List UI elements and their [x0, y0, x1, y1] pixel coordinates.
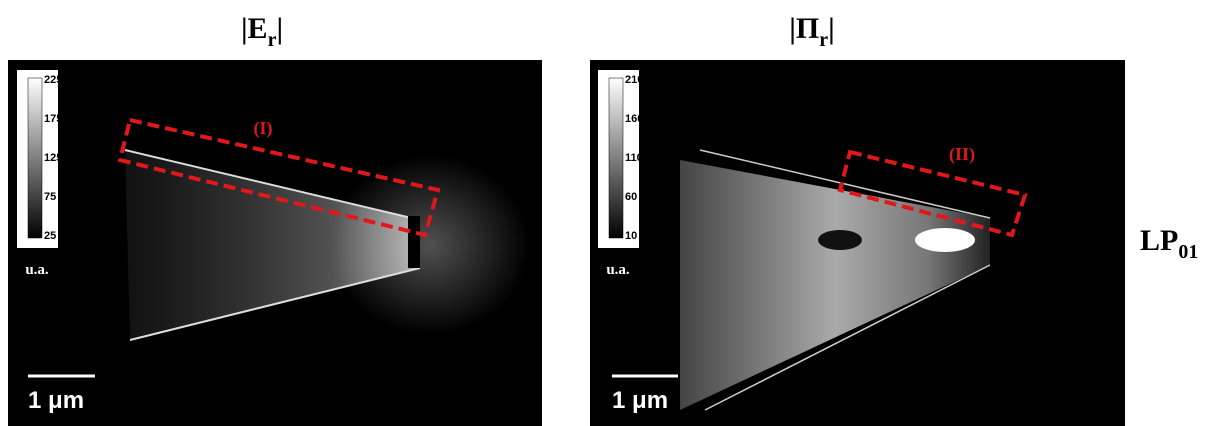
panel-title: |Πr|	[789, 12, 834, 51]
scale-label: 1 μm	[28, 387, 84, 414]
field-wedge	[125, 150, 420, 340]
subscript: 01	[1178, 241, 1198, 263]
fiber-edge	[124, 149, 421, 221]
mode-label: LP01	[1140, 224, 1198, 263]
colorbar-tick-label: 125	[44, 152, 62, 164]
region-box	[117, 117, 441, 238]
fiber-tip	[408, 216, 420, 268]
unit-label: u.a.	[606, 262, 630, 278]
colorbar-tick-label: 175	[44, 113, 62, 125]
field-glow	[330, 155, 530, 335]
region-label: (II)	[949, 144, 975, 165]
panel-er: (I) 225 175 125 75 25 u.a. 1 μm |Er|	[8, 12, 542, 426]
scale-label: 1 μm	[612, 387, 668, 414]
text-run: |	[276, 12, 283, 45]
colorbar-tick-label: 10	[625, 230, 637, 242]
text-run: LP	[1140, 224, 1178, 257]
panel-title: |Er|	[241, 12, 283, 51]
fiber-edge	[699, 149, 991, 219]
colorbar-tick-label: 160	[625, 113, 643, 125]
panel-pi: (II) 210 160 110 60 10 u.a. 1 μm |Πr|	[590, 12, 1125, 426]
colorbar-ticks: 225 175 125 75 25	[44, 74, 62, 242]
fiber-edge	[129, 267, 421, 341]
text-run: |E	[241, 12, 268, 45]
region-label: (I)	[254, 118, 273, 139]
colorbar-tick-label: 110	[625, 152, 643, 164]
colorbar-tick-label: 60	[625, 191, 637, 203]
unit-label: u.a.	[25, 262, 49, 278]
colorbar-tick-label: 25	[44, 230, 56, 242]
colorbar-tick-label: 210	[625, 74, 643, 86]
colorbar-tick-label: 75	[44, 191, 56, 203]
hot-spot	[915, 228, 975, 252]
colorbar	[608, 77, 624, 239]
subscript: r	[819, 29, 828, 51]
text-run: |Π	[789, 12, 819, 45]
text-run: |	[828, 12, 835, 45]
colorbar	[27, 77, 43, 239]
region-box	[837, 149, 1028, 238]
colorbar-ticks: 210 160 110 60 10	[625, 74, 643, 242]
fiber-edge	[704, 264, 991, 411]
cold-spot	[818, 230, 862, 250]
colorbar-tick-label: 225	[44, 74, 62, 86]
field-wedge	[680, 160, 990, 410]
subscript: r	[268, 29, 277, 51]
